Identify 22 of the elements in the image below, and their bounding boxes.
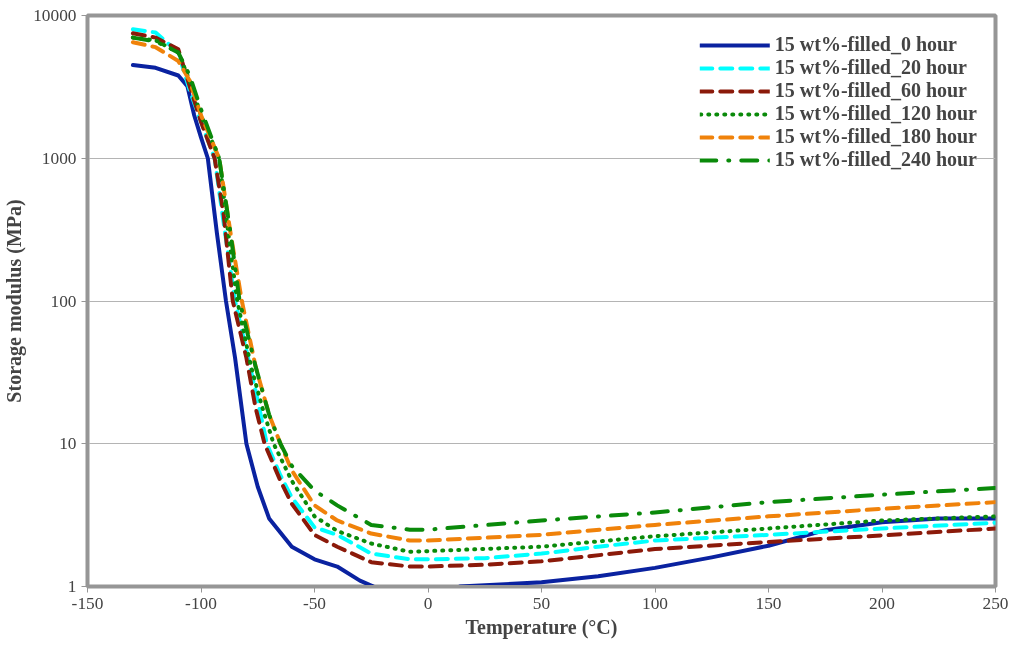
legend-label: 15 wt%-filled_240 hour [774,148,977,171]
x-tick-label: -100 [185,593,217,613]
x-tick-label: 50 [532,593,551,613]
legend-label: 15 wt%-filled_180 hour [774,125,977,148]
x-tick-label: 250 [982,593,1009,613]
y-axis-title: Storage modulus (MPa) [3,199,27,403]
x-tick-label: 200 [869,593,895,613]
x-tick-label: -50 [302,593,327,613]
legend-label: 15 wt%-filled_120 hour [774,102,977,125]
y-tick-label: 100 [50,291,77,311]
legend-label: 15 wt%-filled_0 hour [774,33,957,56]
legend-label: 15 wt%-filled_20 hour [774,56,967,79]
x-tick-label: 150 [755,593,782,613]
y-tick-label: 10 [59,434,77,454]
y-tick-label: 1000 [41,148,77,168]
x-tick-label: -150 [71,593,104,613]
x-tick-label: 100 [642,593,668,613]
x-axis-title: Temperature (°C) [465,615,618,639]
x-tick-label: 0 [423,593,433,613]
y-tick-label: 10000 [33,6,77,25]
legend-label: 15 wt%-filled_60 hour [774,79,967,102]
y-tick-label: 1 [67,577,77,596]
